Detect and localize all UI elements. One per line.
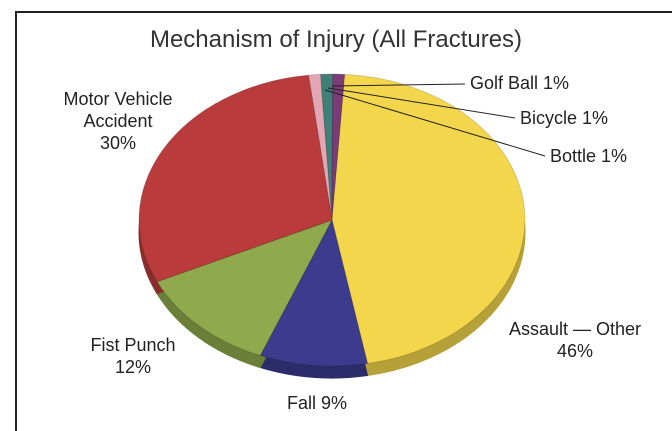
slice-label: Bicycle 1% bbox=[520, 107, 608, 129]
category-label: Bottle bbox=[550, 146, 597, 166]
slice bbox=[307, 73, 333, 221]
value-label: 30% bbox=[99, 133, 137, 153]
slice bbox=[156, 219, 334, 357]
value-label: 1% bbox=[543, 73, 570, 93]
category-label: Assault — Other bbox=[508, 319, 642, 339]
category-label: Fist Punch bbox=[90, 335, 176, 355]
value-label: 1% bbox=[601, 146, 628, 166]
slice-label: Fall 9% bbox=[262, 392, 372, 414]
slice-label: Bottle 1% bbox=[550, 145, 627, 167]
slice-label: Golf Ball 1% bbox=[470, 72, 569, 94]
slice-label: Assault — Other 46% bbox=[490, 318, 660, 362]
category-label: Motor Vehicle Accident bbox=[63, 89, 173, 131]
slice bbox=[331, 73, 346, 221]
slice bbox=[259, 218, 369, 367]
category-label: Bicycle bbox=[520, 108, 578, 128]
leader-line bbox=[331, 83, 466, 87]
value-label: 1% bbox=[582, 108, 609, 128]
pie bbox=[138, 73, 526, 379]
category-label: Fall bbox=[286, 393, 316, 413]
chart-title: Mechanism of Injury (All Fractures) bbox=[149, 26, 523, 53]
value-label: 9% bbox=[321, 393, 348, 413]
slice-label: Motor Vehicle Accident 30% bbox=[48, 88, 188, 154]
slice-label: Fist Punch 12% bbox=[68, 334, 198, 378]
leader-line bbox=[327, 87, 516, 119]
slice bbox=[138, 74, 333, 283]
category-label: Golf Ball bbox=[470, 73, 539, 93]
value-label: 46% bbox=[556, 341, 594, 361]
value-label: 12% bbox=[114, 357, 152, 377]
leader-line bbox=[324, 89, 546, 157]
slice bbox=[320, 73, 334, 221]
slice bbox=[331, 73, 526, 365]
